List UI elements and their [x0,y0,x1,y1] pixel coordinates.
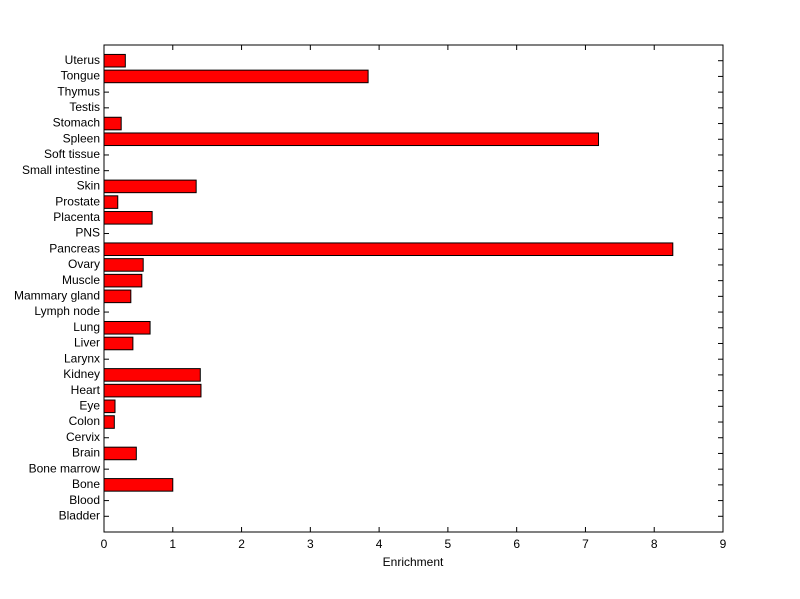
x-tick-label: 6 [513,537,520,551]
bar [103,179,197,194]
bar [103,273,143,288]
y-tick-label: Brain [72,446,100,460]
bar [103,132,600,147]
bar [103,383,202,398]
x-axis-label: Enrichment [383,555,444,569]
y-tick-label: Prostate [55,194,100,208]
y-tick-label: Ovary [68,257,100,271]
y-tick-label: Bladder [59,508,100,522]
x-tick-label: 1 [169,537,176,551]
bar [103,211,153,225]
y-tick-label: Small intestine [22,163,100,177]
bar [103,242,674,257]
y-tick-label: Bone marrow [29,461,101,475]
bar [103,478,174,492]
x-tick-label: 7 [582,537,589,551]
y-tick-label: Lung [73,320,100,334]
bar [103,336,134,351]
y-tick-label: Placenta [53,210,100,224]
bar [103,399,116,414]
bar [103,258,144,272]
y-tick-label: Soft tissue [44,147,100,161]
y-tick-label: Thymus [57,84,100,98]
y-tick-label: Eye [79,398,100,412]
y-tick-label: Muscle [62,273,100,287]
y-tick-label: Liver [74,336,100,350]
y-tick-label: PNS [75,226,100,240]
y-tick-label: Heart [71,383,101,397]
bar [103,446,137,461]
y-tick-label: Bone [72,477,100,491]
y-tick-label: Stomach [53,116,100,130]
y-tick-label: Cervix [66,430,100,444]
x-tick-label: 5 [445,537,452,551]
y-tick-label: Mammary gland [14,289,100,303]
x-tick-label: 2 [238,537,245,551]
x-tick-label: 9 [720,537,727,551]
bar [103,415,115,429]
y-tick-label: Colon [69,414,100,428]
y-tick-label: Lymph node [34,304,100,318]
plot-frame [103,44,724,533]
y-tick-label: Blood [69,493,100,507]
x-tick-label: 4 [376,537,383,551]
x-tick-label: 0 [101,537,108,551]
y-tick-label: Spleen [63,131,100,145]
bar [103,69,369,84]
bar [103,368,201,382]
y-tick-label: Pancreas [49,241,100,255]
bar [103,195,119,209]
y-tick-label: Tongue [61,69,101,83]
y-tick-label: Skin [77,179,100,193]
bar [103,289,132,304]
y-tick-label: Uterus [65,53,100,67]
bar [103,320,151,335]
x-tick-label: 8 [651,537,658,551]
y-tick-label: Testis [69,100,100,114]
y-tick-label: Kidney [63,367,100,381]
bar [103,116,122,131]
bar [103,53,126,68]
x-tick-label: 3 [307,537,314,551]
y-tick-label: Larynx [64,351,100,365]
